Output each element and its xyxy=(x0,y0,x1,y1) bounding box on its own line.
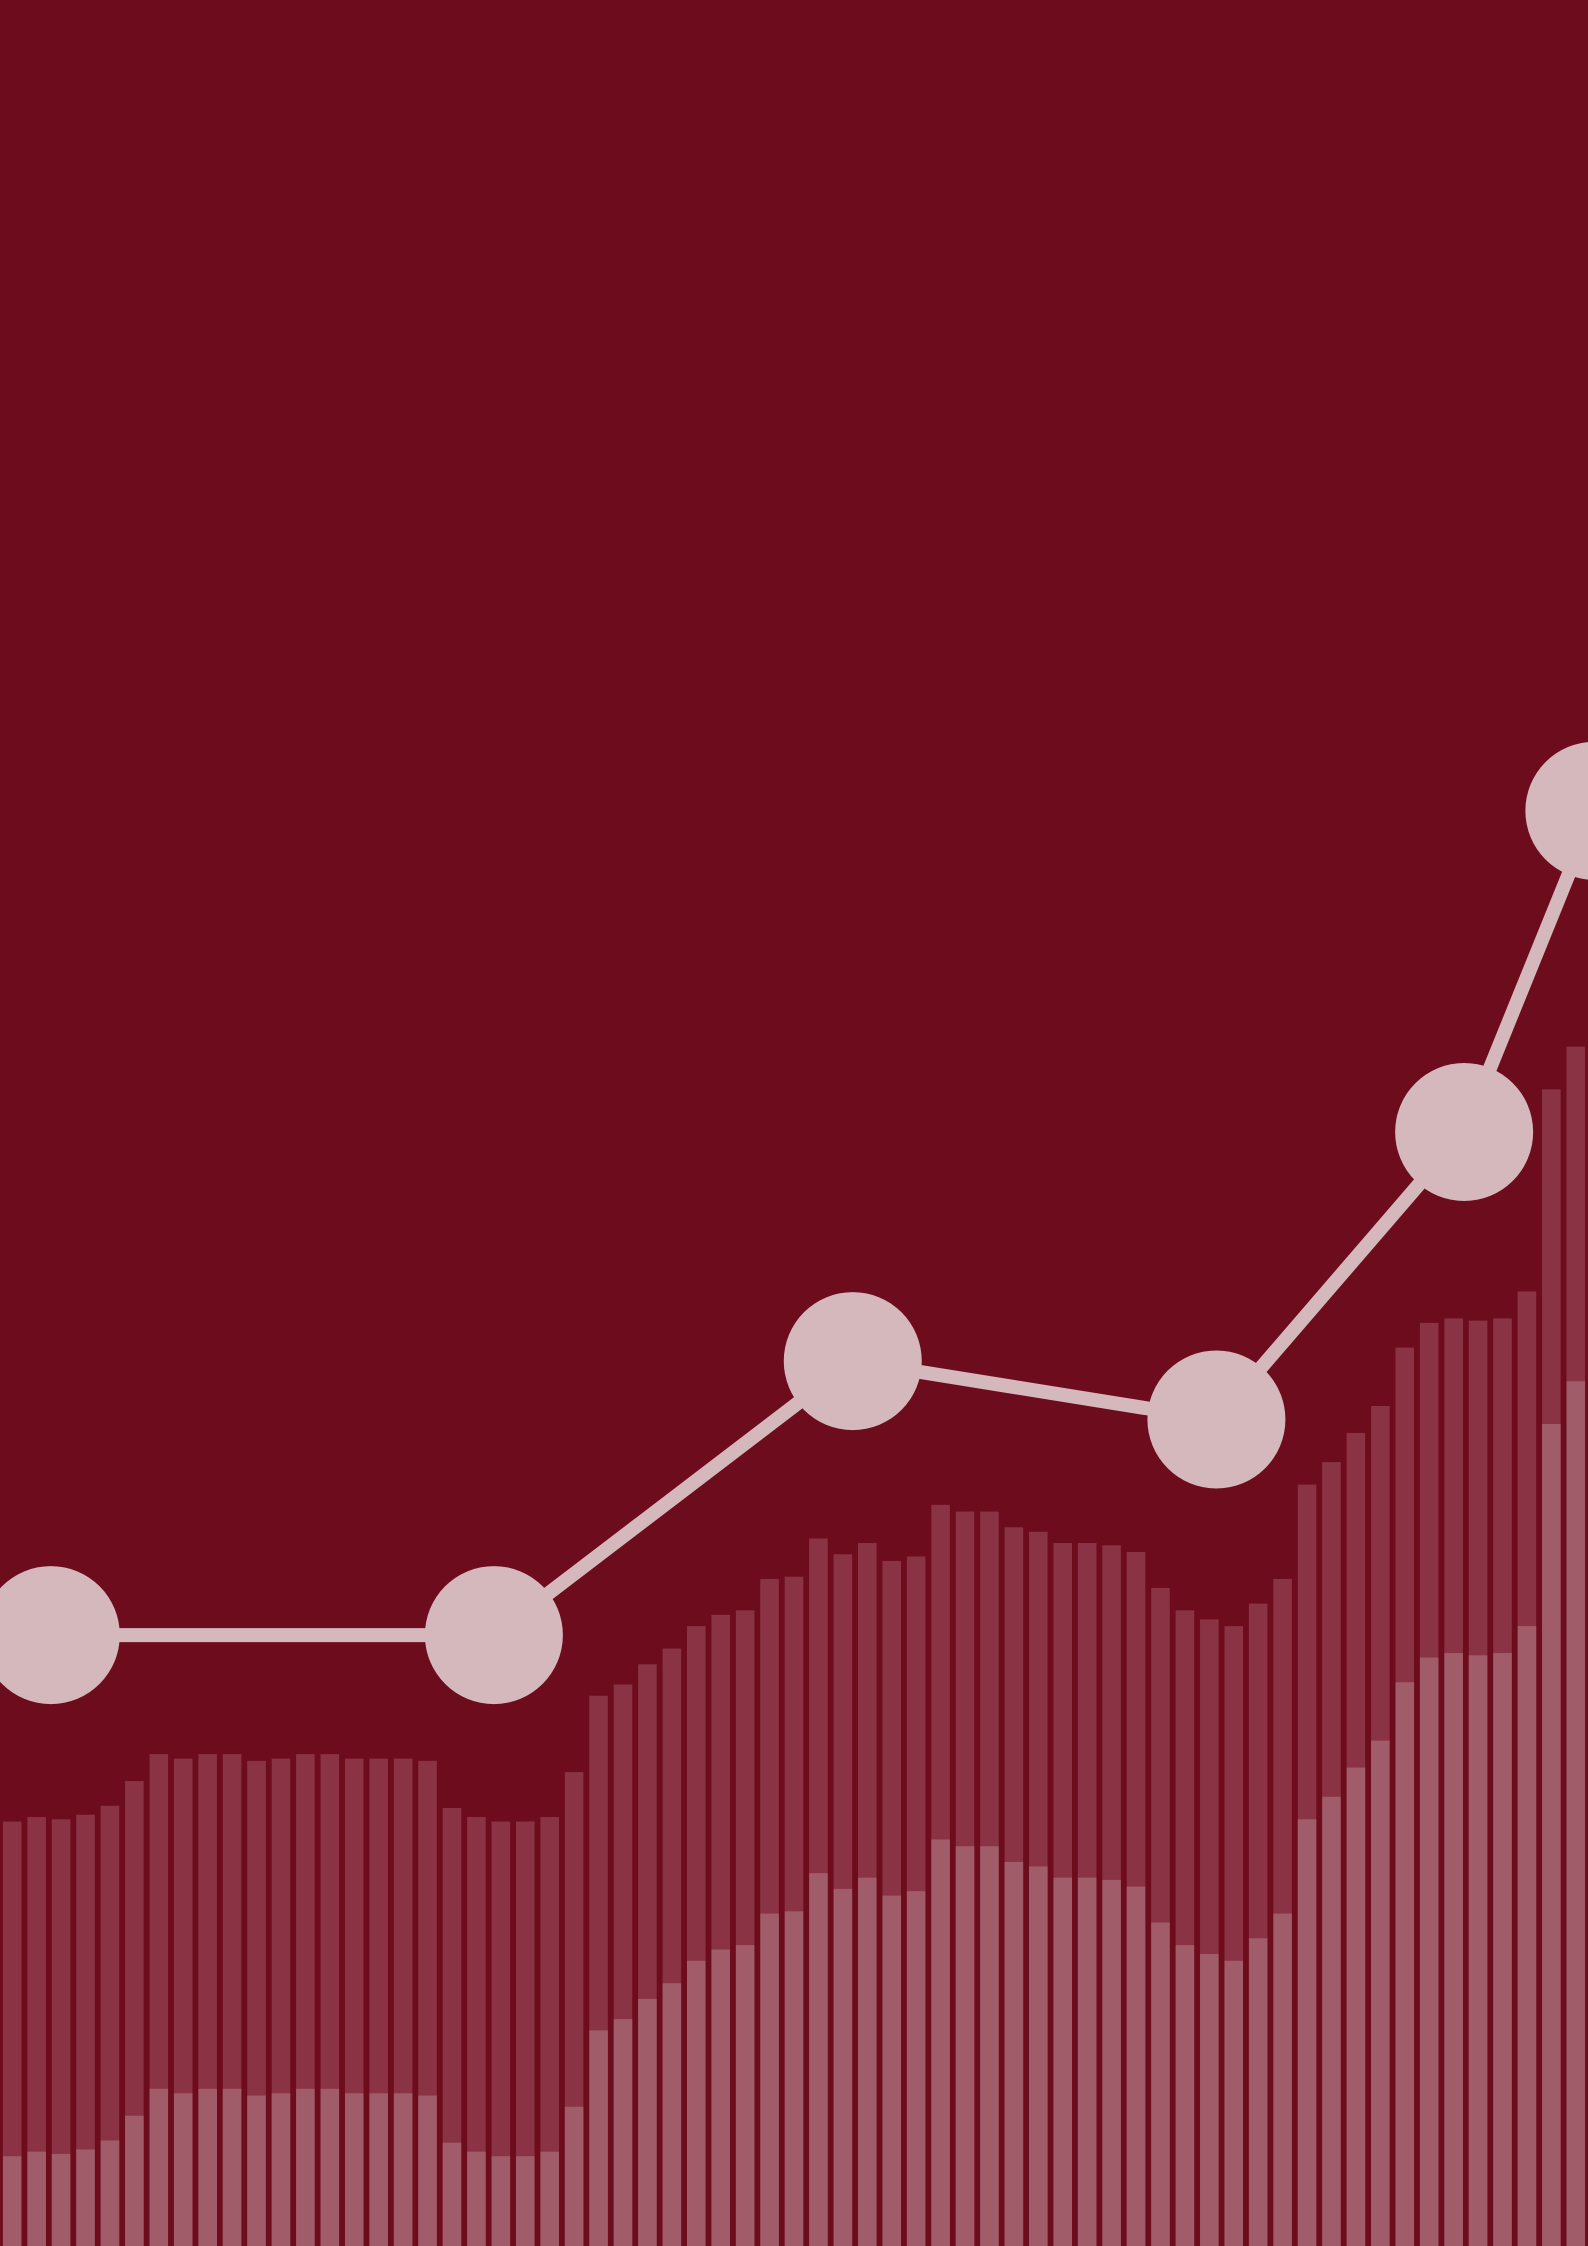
bar xyxy=(858,1877,877,2246)
bar xyxy=(931,1839,950,2246)
bar xyxy=(760,1913,779,2246)
bar xyxy=(491,2156,511,2246)
bar xyxy=(222,2088,242,2246)
bar xyxy=(1077,1877,1097,2246)
bar xyxy=(638,1998,657,2246)
bar xyxy=(1297,1819,1317,2246)
bar xyxy=(833,1888,853,2246)
bar xyxy=(540,1817,559,2246)
bar xyxy=(393,2093,413,2246)
bar xyxy=(198,2088,217,2246)
bar xyxy=(1200,1954,1219,2246)
bar xyxy=(515,2156,535,2246)
bar xyxy=(247,2095,266,2246)
point xyxy=(1147,1350,1286,1489)
bar xyxy=(51,1819,71,2246)
bar xyxy=(27,2151,46,2246)
bar xyxy=(125,2115,144,2246)
bar xyxy=(1151,1922,1170,2246)
point xyxy=(783,1292,922,1431)
bar xyxy=(735,1945,755,2246)
bar xyxy=(1346,1767,1366,2246)
bar xyxy=(662,1983,682,2246)
bar xyxy=(980,1846,999,2246)
bar xyxy=(1224,1960,1244,2246)
bar xyxy=(442,1808,462,2246)
bar xyxy=(149,2088,169,2246)
bar xyxy=(1004,1861,1024,2246)
bar xyxy=(271,2093,291,2246)
bar xyxy=(686,1960,706,2246)
bar xyxy=(418,2095,437,2246)
bar xyxy=(2,2156,22,2246)
bar xyxy=(173,2093,193,2246)
bar xyxy=(467,1817,486,2246)
bar xyxy=(1395,1682,1415,2246)
bar xyxy=(369,2093,388,2246)
bar xyxy=(1029,1866,1048,2246)
bar xyxy=(51,2153,71,2246)
bar xyxy=(515,1821,535,2246)
bar xyxy=(1542,1423,1561,2246)
point xyxy=(1525,742,1588,880)
bar xyxy=(1444,1653,1463,2246)
bar xyxy=(1102,1879,1121,2246)
bar xyxy=(1248,1938,1268,2246)
bar xyxy=(613,2019,633,2246)
bar xyxy=(344,2093,364,2246)
bar xyxy=(100,1805,120,2246)
bar xyxy=(1175,1945,1195,2246)
bar xyxy=(882,1895,902,2246)
bar xyxy=(320,2088,340,2246)
bar xyxy=(784,1911,804,2246)
bar xyxy=(540,2151,559,2246)
bar xyxy=(1371,1740,1390,2246)
bar xyxy=(1419,1657,1439,2246)
bar xyxy=(1053,1877,1073,2246)
point xyxy=(0,1566,120,1705)
bar xyxy=(1566,1381,1586,2246)
bar xyxy=(76,1814,95,2246)
point xyxy=(1395,1062,1534,1201)
bar xyxy=(589,2030,608,2246)
bar xyxy=(906,1891,926,2246)
bar xyxy=(809,1873,828,2246)
bar xyxy=(296,2088,315,2246)
bar xyxy=(1126,1886,1146,2246)
bar xyxy=(1493,1653,1512,2246)
bar xyxy=(1468,1655,1488,2246)
bar xyxy=(1517,1626,1537,2246)
bar xyxy=(76,2149,95,2246)
bar xyxy=(491,1821,511,2246)
bar xyxy=(711,1949,730,2246)
bar xyxy=(1322,1796,1341,2246)
bar xyxy=(27,1817,46,2246)
bar xyxy=(564,2106,584,2246)
bar xyxy=(442,2142,462,2246)
bar xyxy=(100,2140,120,2246)
bar xyxy=(955,1846,975,2246)
bar xyxy=(1273,1913,1292,2246)
bar xyxy=(2,1821,22,2246)
bar xyxy=(467,2151,486,2246)
point xyxy=(424,1566,563,1705)
